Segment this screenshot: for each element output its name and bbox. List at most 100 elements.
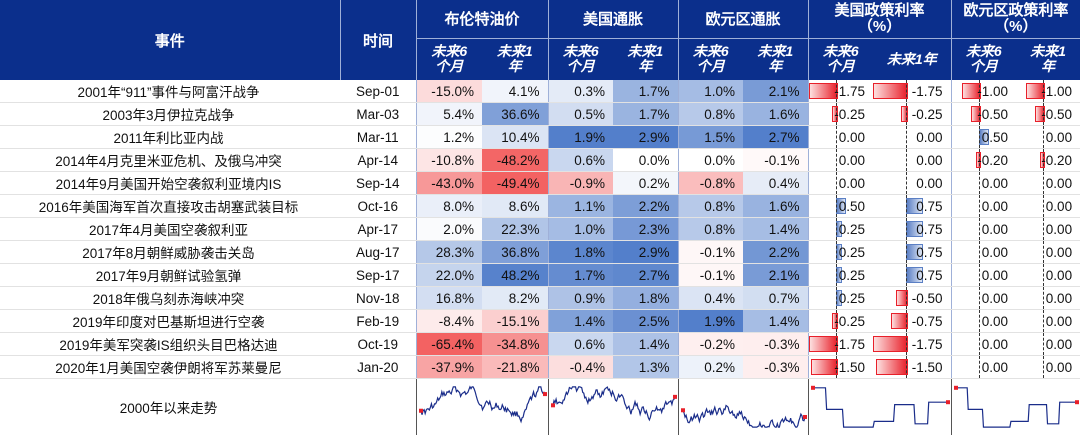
sub-eu-1y: 未来1 年 — [743, 38, 808, 80]
cell-us6: 0.6% — [548, 333, 613, 356]
rate-axis — [979, 218, 980, 240]
cell-eu12: 1.6% — [743, 103, 808, 126]
rate-axis — [906, 80, 907, 102]
rate-value: -1.50 — [834, 360, 865, 375]
rate-value: -0.75 — [912, 314, 943, 329]
cell-us12: 1.7% — [613, 80, 678, 103]
cell-eur6: 0.00 — [951, 356, 1016, 379]
rate-value: 0.00 — [839, 130, 865, 145]
cell-brent6: 8.0% — [416, 195, 482, 218]
cell-usr6: 0.00 — [808, 149, 873, 172]
rate-value: -1.75 — [912, 337, 943, 352]
event-name: 2018年俄乌刻赤海峡冲突 — [0, 287, 340, 310]
cell-eu12: 2.1% — [743, 80, 808, 103]
eu-inflation-sparkline — [678, 379, 808, 435]
cell-usr6: -0.25 — [808, 310, 873, 333]
rate-value: -0.20 — [1041, 153, 1072, 168]
rate-value: -1.75 — [834, 84, 865, 99]
header-time: 时间 — [340, 0, 416, 80]
event-time: Jan-20 — [340, 356, 416, 379]
sparkline-end-marker — [543, 392, 547, 396]
rate-value: -1.00 — [1041, 84, 1072, 99]
sparkline-path — [683, 406, 805, 428]
event-name: 2020年1月美国空袭伊朗将军苏莱曼尼 — [0, 356, 340, 379]
cell-eur6: -0.20 — [951, 149, 1016, 172]
rate-value: -1.75 — [834, 337, 865, 352]
event-time: Sep-01 — [340, 80, 416, 103]
event-name: 2019年美军突袭IS组织头目巴格达迪 — [0, 333, 340, 356]
sub-eu-6m: 未来6 个月 — [678, 38, 743, 80]
cell-brent12: -15.1% — [482, 310, 548, 333]
cell-us6: 0.5% — [548, 103, 613, 126]
header-us-rate: 美国政策利率 （%） — [808, 0, 951, 38]
cell-eu6: 0.2% — [678, 356, 743, 379]
event-name: 2003年3月伊拉克战争 — [0, 103, 340, 126]
sub-eur-6m: 未来6 个月 — [951, 38, 1016, 80]
event-name: 2017年9月朝鲜试验氢弹 — [0, 264, 340, 287]
cell-eu12: 1.4% — [743, 218, 808, 241]
rate-value: 0.00 — [982, 337, 1008, 352]
cell-usr12: 0.75 — [873, 264, 951, 287]
cell-eu6: 0.8% — [678, 103, 743, 126]
cell-eu6: -0.8% — [678, 172, 743, 195]
cell-eu12: 0.4% — [743, 172, 808, 195]
rate-axis — [906, 356, 907, 378]
rate-axis — [906, 241, 907, 263]
cell-us6: 0.9% — [548, 287, 613, 310]
cell-eur12: 0.00 — [1016, 287, 1080, 310]
cell-brent6: 28.3% — [416, 241, 482, 264]
cell-eur6: -1.00 — [951, 80, 1016, 103]
cell-usr12: 0.75 — [873, 218, 951, 241]
rate-axis — [836, 172, 837, 194]
cell-us6: -0.4% — [548, 356, 613, 379]
cell-eur6: 0.00 — [951, 264, 1016, 287]
cell-us6: 1.0% — [548, 218, 613, 241]
rate-bar-negative — [873, 336, 908, 352]
cell-us6: -0.9% — [548, 172, 613, 195]
rate-value: 0.00 — [1046, 337, 1072, 352]
event-name: 2011年利比亚内战 — [0, 126, 340, 149]
rate-axis — [1043, 356, 1044, 378]
header-eu-inflation: 欧元区通胀 — [678, 0, 808, 38]
rate-value: 0.00 — [1046, 314, 1072, 329]
cell-eu6: 0.4% — [678, 287, 743, 310]
cell-usr6: -1.75 — [808, 80, 873, 103]
rate-value: 0.00 — [982, 245, 1008, 260]
rate-value: 0.25 — [839, 222, 865, 237]
cell-eur6: -0.50 — [951, 103, 1016, 126]
cell-brent6: -43.0% — [416, 172, 482, 195]
cell-us6: 1.4% — [548, 310, 613, 333]
cell-eur12: -0.50 — [1016, 103, 1080, 126]
cell-eu12: 1.4% — [743, 310, 808, 333]
cell-eur12: 0.00 — [1016, 126, 1080, 149]
cell-us12: 2.3% — [613, 218, 678, 241]
sparkline-end-marker — [803, 415, 807, 419]
rate-axis — [906, 218, 907, 240]
header-event: 事件 — [0, 0, 340, 80]
cell-eur12: -0.20 — [1016, 149, 1080, 172]
cell-eur6: 0.00 — [951, 287, 1016, 310]
cell-eur12: 0.00 — [1016, 310, 1080, 333]
sparkline-start-marker — [681, 408, 685, 412]
rate-value: 0.00 — [916, 176, 942, 191]
cell-us12: 0.0% — [613, 149, 678, 172]
rate-axis — [906, 172, 907, 194]
cell-eur6: 0.00 — [951, 310, 1016, 333]
cell-eu12: -0.1% — [743, 149, 808, 172]
cell-usr12: -1.75 — [873, 333, 951, 356]
rate-value: 0.00 — [982, 222, 1008, 237]
cell-usr12: -0.75 — [873, 310, 951, 333]
cell-eur12: 0.00 — [1016, 241, 1080, 264]
cell-usr12: 0.00 — [873, 149, 951, 172]
cell-brent12: 8.2% — [482, 287, 548, 310]
event-name: 2016年美国海军首次直接攻击胡塞武装目标 — [0, 195, 340, 218]
cell-us12: 2.2% — [613, 195, 678, 218]
us-inflation-sparkline — [548, 379, 678, 435]
event-name: 2014年4月克里米亚危机、及俄乌冲突 — [0, 149, 340, 172]
